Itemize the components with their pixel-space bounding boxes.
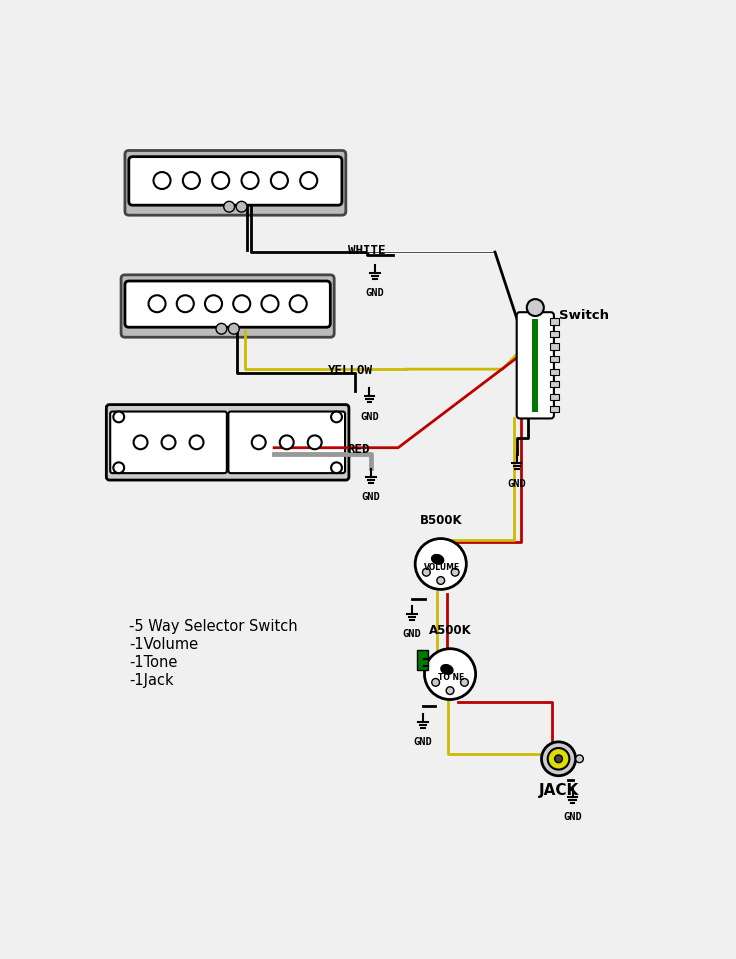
Text: -1Tone: -1Tone [130,655,177,669]
Circle shape [527,299,544,316]
Circle shape [542,742,576,776]
Text: GND: GND [507,479,526,488]
FancyBboxPatch shape [125,151,346,215]
Circle shape [216,323,227,334]
Text: -1Jack: -1Jack [130,672,174,688]
Circle shape [212,172,229,189]
Circle shape [548,748,570,769]
FancyBboxPatch shape [517,313,554,418]
Circle shape [162,435,175,449]
Circle shape [241,172,258,189]
Circle shape [331,462,342,473]
Circle shape [425,648,475,699]
FancyBboxPatch shape [121,275,334,338]
Bar [550,318,559,324]
Circle shape [252,435,266,449]
Bar [550,343,559,350]
Circle shape [446,687,454,694]
Circle shape [271,172,288,189]
Circle shape [190,435,203,449]
Bar [550,368,559,375]
Text: GND: GND [361,492,381,503]
Circle shape [280,435,294,449]
FancyBboxPatch shape [106,405,349,480]
Circle shape [177,295,194,313]
Text: GND: GND [360,411,379,422]
Ellipse shape [431,554,444,564]
Circle shape [437,576,445,584]
FancyBboxPatch shape [125,281,330,327]
Bar [417,650,428,670]
Bar [550,356,559,363]
Text: B500K: B500K [420,514,462,527]
Circle shape [300,172,317,189]
Bar [532,319,539,411]
Text: RED: RED [347,443,370,456]
Text: VOLUME: VOLUME [424,563,460,573]
Circle shape [205,295,222,313]
Circle shape [224,201,235,212]
Circle shape [331,411,342,422]
Text: A500K: A500K [428,624,472,637]
Circle shape [461,679,468,687]
Circle shape [261,295,278,313]
Circle shape [133,435,147,449]
Circle shape [154,172,171,189]
Text: YELLOW: YELLOW [328,363,373,377]
Text: -1Volume: -1Volume [130,637,198,652]
Bar [550,331,559,337]
Text: JACK: JACK [539,784,578,799]
FancyBboxPatch shape [129,156,342,205]
Ellipse shape [441,665,453,674]
Text: WHITE: WHITE [347,245,385,257]
Circle shape [451,569,459,576]
Circle shape [149,295,166,313]
Circle shape [228,323,239,334]
FancyBboxPatch shape [228,411,345,473]
Circle shape [576,755,584,762]
Bar [550,381,559,387]
Circle shape [308,435,322,449]
Text: GND: GND [414,737,432,747]
Circle shape [236,201,247,212]
Circle shape [415,539,467,590]
Circle shape [183,172,200,189]
Circle shape [432,679,439,687]
Circle shape [555,755,562,762]
Text: GND: GND [563,812,582,822]
Circle shape [290,295,307,313]
Text: -5 Way Selector Switch: -5 Way Selector Switch [130,620,298,635]
Text: GND: GND [403,629,422,640]
Text: Switch: Switch [559,309,609,322]
Circle shape [113,411,124,422]
Text: GND: GND [366,289,384,298]
Bar [550,407,559,412]
Bar [550,393,559,400]
Circle shape [422,569,431,576]
Circle shape [113,462,124,473]
Circle shape [233,295,250,313]
Text: TO NE: TO NE [439,673,464,683]
FancyBboxPatch shape [110,411,227,473]
